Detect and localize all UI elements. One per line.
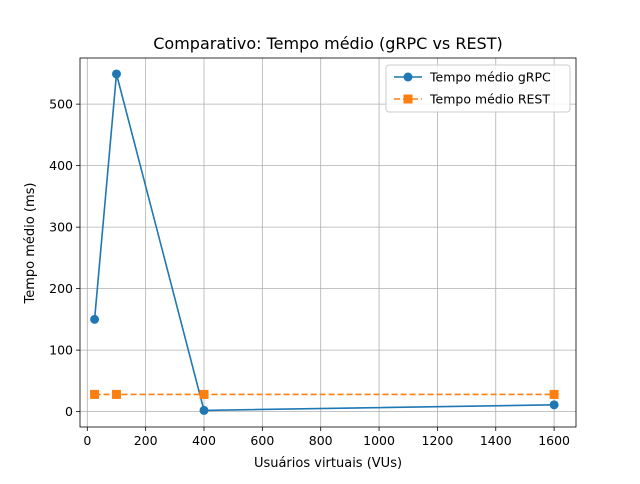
legend-entry: Tempo médio REST <box>394 92 550 107</box>
series-grpc <box>90 69 559 415</box>
x-tick-label: 800 <box>309 433 333 448</box>
data-point <box>549 400 559 410</box>
y-axis-label: Tempo médio (ms) <box>23 183 38 305</box>
x-axis-label: Usuários virtuais (VUs) <box>254 456 402 471</box>
y-tick-label: 400 <box>49 158 73 173</box>
x-tick-label: 200 <box>134 433 158 448</box>
x-tick-label: 1200 <box>422 433 454 448</box>
chart-title: Comparativo: Tempo médio (gRPC vs REST) <box>153 34 502 53</box>
x-tick-label: 0 <box>83 433 91 448</box>
data-point <box>199 405 209 415</box>
data-point <box>90 389 100 399</box>
y-tick-label: 200 <box>49 281 73 296</box>
legend: Tempo médio gRPC Tempo médio REST <box>385 64 571 113</box>
x-tick-label: 400 <box>192 433 216 448</box>
data-point <box>199 389 209 399</box>
x-tick-label: 1000 <box>363 433 395 448</box>
x-tick-label: 1600 <box>538 433 570 448</box>
data-point <box>111 69 121 79</box>
y-tick-label: 0 <box>65 404 73 419</box>
data-point <box>111 389 121 399</box>
legend-label: Tempo médio REST <box>429 92 550 107</box>
plot-frame <box>79 57 577 428</box>
grid <box>80 58 576 427</box>
series-rest <box>90 389 559 399</box>
series-line <box>93 73 555 412</box>
y-tick-label: 500 <box>49 97 73 112</box>
y-tick-label: 100 <box>49 343 73 358</box>
legend-box <box>385 64 571 113</box>
y-tick-label: 300 <box>49 220 73 235</box>
data-point <box>90 314 100 324</box>
legend-label: Tempo médio gRPC <box>429 70 551 85</box>
ticks: 0 200 400 600 800 1000 1200 1400 1600 0 100 200 300 4… <box>49 97 570 448</box>
series-layer <box>90 69 559 415</box>
legend-marker <box>403 72 413 82</box>
legend-entry: Tempo médio gRPC <box>394 70 551 85</box>
legend-marker <box>403 94 413 104</box>
x-tick-label: 600 <box>250 433 274 448</box>
data-point <box>549 389 559 399</box>
x-tick-label: 1400 <box>480 433 512 448</box>
